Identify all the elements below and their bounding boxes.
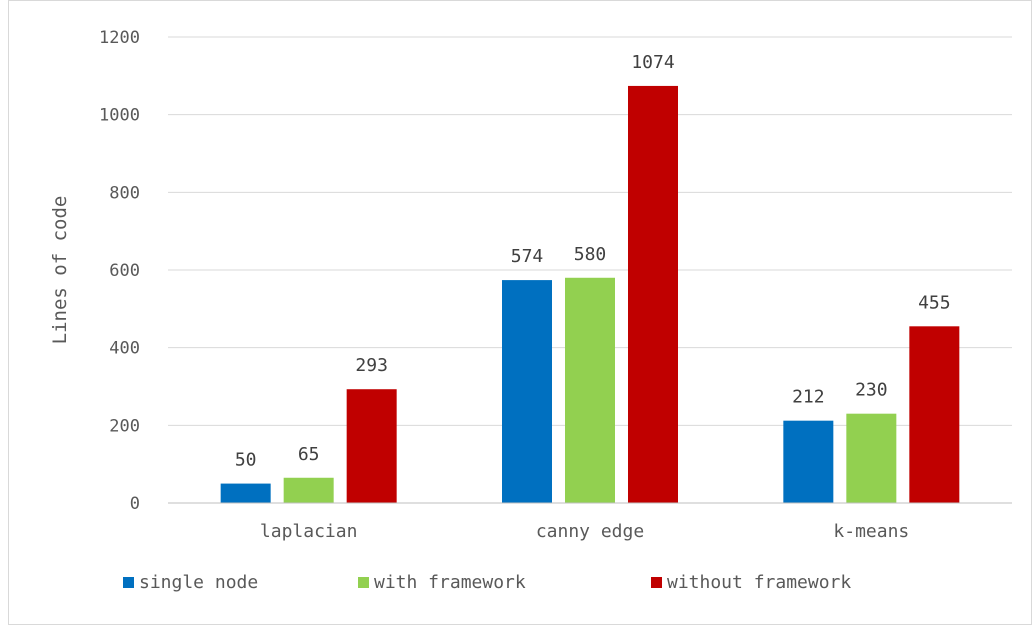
x-category-label: canny edge: [536, 521, 644, 542]
bar: [909, 326, 960, 503]
bar: [783, 420, 834, 503]
x-category-label: laplacian: [260, 521, 358, 542]
legend-label: single node: [139, 572, 258, 593]
x-category-label: k-means: [833, 521, 909, 542]
y-tick-label: 1200: [99, 28, 140, 48]
y-axis-label: Lines of code: [49, 196, 71, 345]
data-label: 50: [235, 450, 257, 471]
y-tick-label: 200: [109, 416, 140, 436]
bar: [283, 477, 334, 503]
data-label: 230: [855, 380, 888, 401]
y-axis-ticks: 0 200 400 600 800 1000 1200: [99, 28, 140, 514]
y-tick-label: 1000: [99, 106, 140, 126]
data-label: 293: [355, 355, 388, 376]
bar: [502, 280, 552, 503]
legend-swatch: [123, 577, 134, 588]
bar: [220, 483, 271, 503]
x-axis-categories: laplacian canny edge k-means: [260, 521, 909, 542]
y-tick-label: 800: [109, 183, 140, 203]
data-label: 1074: [631, 52, 674, 73]
legend-swatch: [358, 577, 369, 588]
y-tick-label: 0: [130, 494, 140, 514]
data-label: 65: [298, 444, 320, 465]
bars: [220, 85, 960, 504]
legend-label: without framework: [667, 572, 851, 593]
bar: [846, 413, 897, 503]
legend-swatch: [651, 577, 662, 588]
legend-label: with framework: [374, 572, 526, 593]
data-labels: 50 65 293 574 580 1074 212 230 455: [235, 52, 951, 471]
bar: [346, 389, 397, 503]
data-label: 212: [792, 387, 825, 408]
data-label: 455: [918, 292, 951, 313]
bar: [628, 85, 678, 504]
y-tick-label: 600: [109, 261, 140, 281]
bar: [565, 277, 615, 503]
legend: single node with framework without framewo…: [123, 572, 851, 593]
y-tick-label: 400: [109, 339, 140, 359]
data-label: 574: [511, 246, 544, 267]
data-label: 580: [574, 244, 607, 265]
